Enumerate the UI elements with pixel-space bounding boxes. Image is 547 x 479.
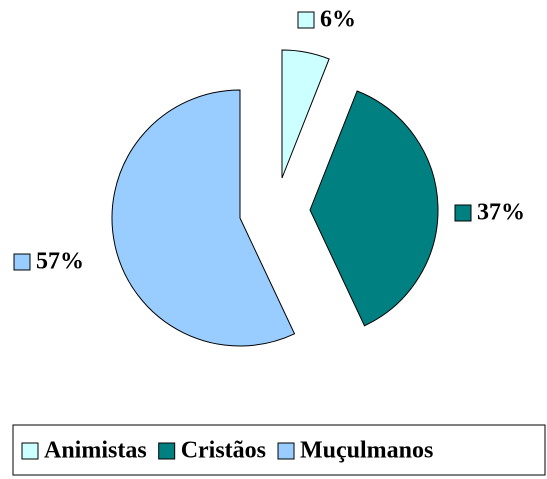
legend-swatch (158, 442, 176, 460)
pie-slice (111, 89, 296, 347)
data-label: 37% (477, 200, 525, 226)
data-label: 6% (320, 7, 356, 33)
label-swatch (297, 11, 315, 29)
label-swatch (454, 204, 472, 222)
legend-label: Animistas (44, 438, 147, 464)
label-swatch (13, 253, 31, 271)
pie-slice (309, 90, 439, 327)
legend-label: Muçulmanos (300, 438, 433, 464)
legend-label: Cristãos (181, 438, 266, 464)
pie-slice (281, 49, 330, 179)
legend-swatch (277, 442, 295, 460)
data-label: 57% (36, 249, 84, 275)
legend-swatch (21, 442, 39, 460)
